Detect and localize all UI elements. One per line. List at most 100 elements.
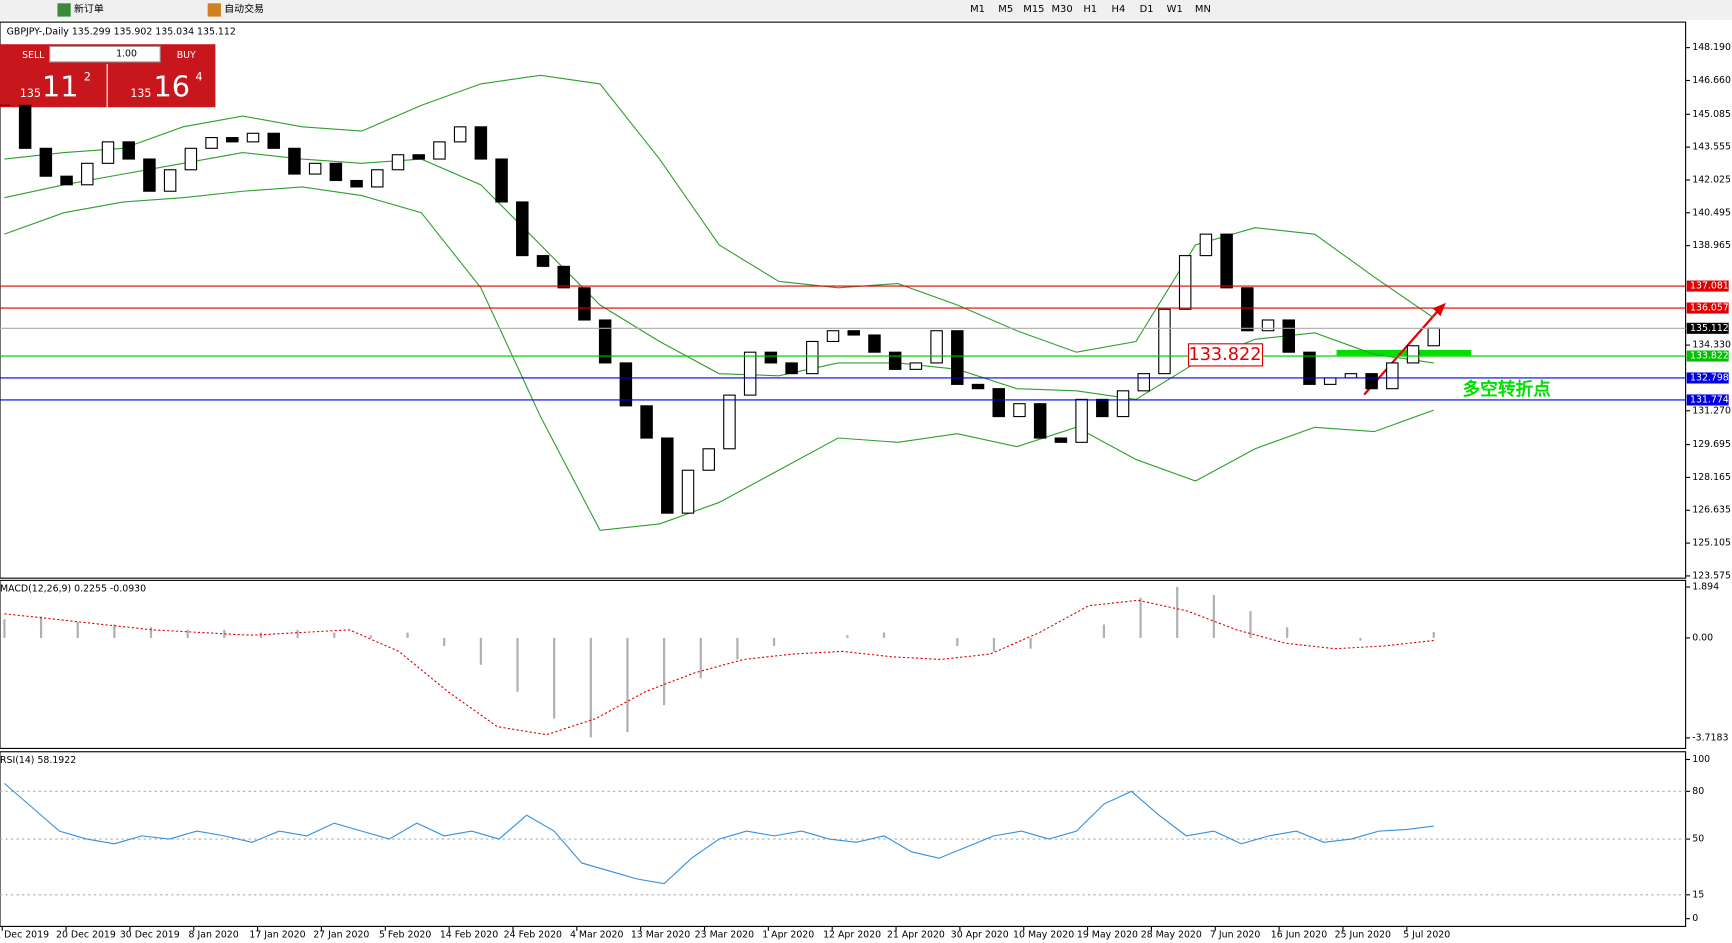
x-tick-label: 17 Jan 2020 — [249, 930, 305, 941]
y-tick-label: 131.270 — [1692, 405, 1731, 416]
x-tick-label: 19 May 2020 — [1077, 930, 1138, 941]
annotation-box — [1187, 343, 1264, 367]
y-tick-label: 142.025 — [1692, 174, 1731, 185]
level-tag — [1686, 372, 1729, 384]
candle — [288, 147, 301, 175]
candle — [205, 137, 218, 149]
candle — [60, 175, 73, 186]
timeframe-button[interactable]: M30 — [1051, 4, 1072, 15]
timeframe-button[interactable]: M1 — [970, 4, 985, 15]
chart-title: GBPJPY-,Daily 135.299 135.902 135.034 13… — [7, 27, 236, 38]
x-tick-label: 27 Jan 2020 — [313, 930, 369, 941]
rsi-line — [4, 782, 1434, 885]
candle — [1386, 362, 1399, 390]
level-tag — [1686, 322, 1729, 334]
timeframe-button[interactable]: MN — [1195, 4, 1211, 15]
candle — [743, 351, 757, 396]
timeframe-button[interactable]: D1 — [1140, 4, 1154, 15]
level-label: 135.112 — [1690, 323, 1729, 334]
candle — [868, 334, 881, 353]
timeframe-button[interactable]: M5 — [998, 4, 1013, 15]
candle — [888, 351, 902, 370]
candle — [702, 448, 715, 471]
candle — [371, 169, 384, 188]
auto-trade-button[interactable]: 自动交易 — [224, 2, 264, 15]
new-order-icon[interactable] — [57, 3, 71, 17]
candle — [474, 126, 488, 160]
candle — [226, 137, 239, 143]
candle — [101, 141, 115, 164]
rsi-title: RSI(14) 58.1922 — [0, 755, 76, 766]
level-label: 131.774 — [1690, 394, 1729, 405]
y-tick-label: 128.165 — [1692, 472, 1731, 483]
x-tick-label: 4 Mar 2020 — [570, 930, 623, 941]
x-tick-label: 5 Feb 2020 — [379, 930, 431, 941]
timeframe-button[interactable]: W1 — [1167, 4, 1183, 15]
y-tick-label: 0.00 — [1692, 632, 1713, 643]
new-order-button[interactable]: 新订单 — [74, 2, 104, 15]
y-tick-label: 129.695 — [1692, 439, 1731, 450]
sell-button[interactable]: SELL — [22, 50, 45, 61]
x-tick-label: 5 Jul 2020 — [1403, 930, 1450, 941]
candle — [391, 154, 405, 171]
candle — [619, 362, 633, 407]
ask-sup[interactable]: 4 — [196, 70, 203, 83]
candle — [1241, 287, 1254, 332]
candle — [246, 132, 260, 143]
lot-input[interactable] — [49, 45, 161, 63]
bid[interactable]: 11 — [42, 69, 79, 103]
y-tick-label: 138.965 — [1692, 240, 1731, 251]
bollinger-lower — [4, 186, 1434, 531]
candle — [1303, 351, 1316, 385]
candle — [350, 179, 363, 188]
candle — [640, 405, 653, 439]
y-tick-label: 80 — [1692, 786, 1704, 797]
x-tick-label: 25 Jun 2020 — [1335, 930, 1391, 941]
y-tick-label: 140.495 — [1692, 207, 1731, 218]
candle — [723, 394, 736, 450]
y-tick-label: 125.105 — [1692, 538, 1731, 549]
candle — [764, 351, 778, 364]
candle — [598, 319, 612, 364]
candle — [495, 158, 508, 203]
ask-big[interactable]: 135 — [130, 87, 151, 100]
timeframe-button[interactable]: M15 — [1023, 4, 1044, 15]
y-tick-label: 15 — [1692, 889, 1704, 900]
candle — [412, 154, 425, 160]
candle — [1075, 398, 1088, 443]
timeframe-button[interactable]: H4 — [1112, 4, 1126, 15]
level-tag — [1686, 350, 1729, 362]
x-tick-label: 21 Apr 2020 — [887, 930, 945, 941]
x-tick-label: 16 Jun 2020 — [1271, 930, 1327, 941]
candle — [122, 141, 135, 160]
lot-value[interactable]: 1.00 — [116, 49, 137, 60]
candle — [1116, 390, 1130, 418]
candle — [847, 330, 860, 336]
x-tick-label: 24 Feb 2020 — [504, 930, 562, 941]
macd-title: MACD(12,26,9) 0.2255 -0.0930 — [0, 584, 146, 595]
y-tick-label: 123.575 — [1692, 570, 1731, 581]
candle — [1013, 403, 1026, 418]
y-tick-label: 0 — [1692, 913, 1698, 924]
candle — [971, 383, 985, 390]
candle — [1323, 377, 1337, 385]
bid-sup[interactable]: 2 — [84, 70, 91, 83]
candle — [1365, 373, 1378, 390]
ask[interactable]: 16 — [154, 69, 191, 103]
candle — [329, 162, 343, 182]
buy-button[interactable]: BUY — [177, 50, 196, 61]
y-tick-label: 148.190 — [1692, 42, 1731, 53]
auto-trade-icon[interactable] — [207, 3, 221, 17]
candle — [1096, 398, 1109, 418]
candle — [992, 388, 1005, 418]
candle — [184, 147, 198, 171]
x-tick-label: 10 May 2020 — [1013, 930, 1074, 941]
candle — [267, 132, 280, 149]
y-tick-label: 126.635 — [1692, 505, 1731, 516]
timeframe-button[interactable]: H1 — [1083, 4, 1097, 15]
bid-big[interactable]: 135 — [20, 87, 41, 100]
candle — [1261, 319, 1275, 332]
candle — [39, 147, 53, 177]
candle — [163, 169, 177, 192]
